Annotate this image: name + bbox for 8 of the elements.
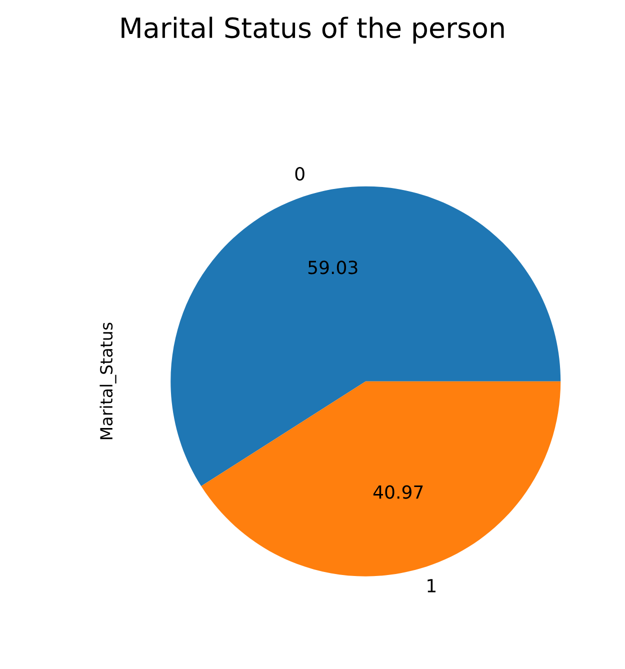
data-label: 59.03 [308, 260, 358, 274]
slice-label: 1 [428, 579, 436, 592]
data-label: 40.97 [373, 485, 423, 499]
pie-slice [201, 381, 561, 576]
chart-title: Marital Status of the person [122, 16, 504, 44]
pie-slice [170, 186, 561, 486]
slice-label: 0 [295, 166, 304, 181]
text: Marital_Status [100, 322, 116, 440]
